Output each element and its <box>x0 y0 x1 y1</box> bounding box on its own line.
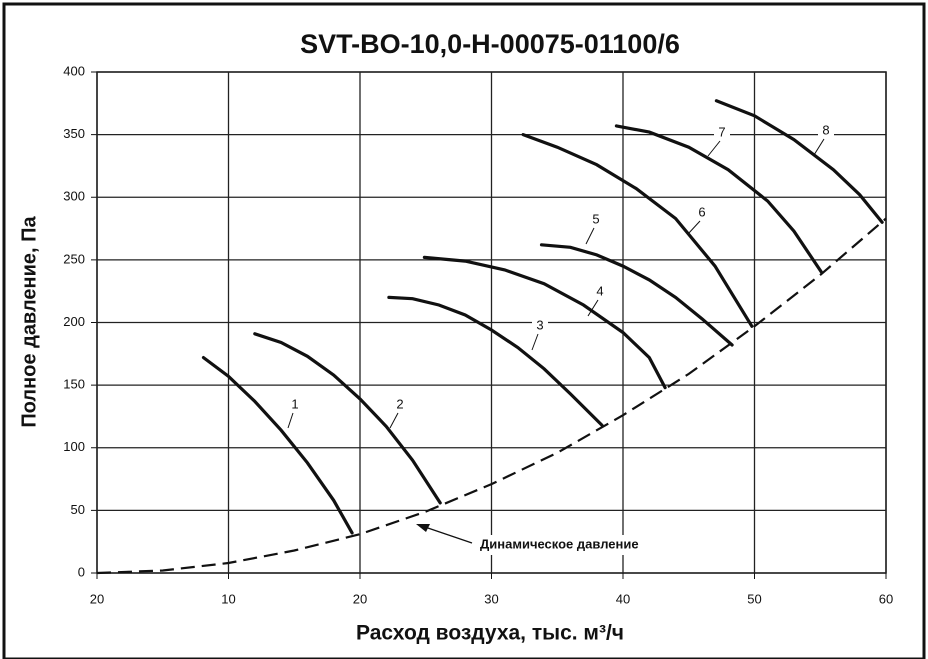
fan-curve <box>614 124 824 274</box>
label-bg <box>532 317 548 335</box>
leader-line <box>813 138 825 156</box>
x-tick-label: 40 <box>616 591 630 606</box>
leader-line <box>687 220 701 235</box>
curve-label: 2 <box>396 396 403 411</box>
fan-curve <box>387 295 604 427</box>
fan-curve <box>539 243 734 347</box>
curve-label: 5 <box>592 211 599 226</box>
chart-title: SVT-BO-10,0-H-00075-01100/6 <box>300 29 680 59</box>
curve-label: 4 <box>596 283 603 298</box>
label-bg <box>592 283 608 301</box>
dynamic-pressure-line <box>96 217 887 575</box>
x-tick-label: 50 <box>747 591 761 606</box>
label-bg <box>588 211 604 229</box>
leader-line <box>531 333 539 351</box>
x-tick-label: 20 <box>90 591 104 606</box>
fan-curve <box>422 255 667 390</box>
curve-label: 1 <box>291 396 298 411</box>
arrow-head <box>416 524 430 532</box>
label-bg <box>714 124 730 142</box>
curve-label: 6 <box>698 204 705 219</box>
y-tick-label: 350 <box>63 126 85 141</box>
leader-line <box>389 412 399 429</box>
y-tick-label: 150 <box>63 377 85 392</box>
y-tick-label: 200 <box>63 314 85 329</box>
label-bg <box>392 396 408 414</box>
curve-label: 8 <box>822 122 829 137</box>
arrow-line <box>421 525 473 544</box>
x-axis-label: Расход воздуха, тыс. м³/ч <box>356 622 624 645</box>
x-tick-label: 20 <box>353 591 367 606</box>
y-axis-label: Полное давление, Па <box>18 215 40 427</box>
y-tick-label: 300 <box>63 189 85 204</box>
fan-curve <box>521 133 754 328</box>
y-tick-label: 50 <box>71 502 85 517</box>
fan-curve <box>253 332 442 505</box>
leader-line <box>707 140 721 157</box>
x-tick-label: 60 <box>879 591 893 606</box>
fan-curve <box>201 356 354 535</box>
leader-line <box>585 227 595 245</box>
x-tick-label: 10 <box>221 591 235 606</box>
label-bg <box>694 204 710 222</box>
annotation: Динамическое давление <box>480 536 639 551</box>
y-tick-label: 400 <box>63 63 85 78</box>
curve-label: 7 <box>718 124 725 139</box>
y-tick-label: 250 <box>63 251 85 266</box>
x-tick-label: 30 <box>484 591 498 606</box>
label-bg <box>818 122 834 140</box>
curve-label: 3 <box>536 317 543 332</box>
y-tick-label: 0 <box>78 564 85 579</box>
leader-line <box>587 299 599 317</box>
y-tick-label: 100 <box>63 439 85 454</box>
label-bg <box>287 396 303 414</box>
leader-line <box>287 412 294 429</box>
annotation-bg <box>476 535 716 555</box>
